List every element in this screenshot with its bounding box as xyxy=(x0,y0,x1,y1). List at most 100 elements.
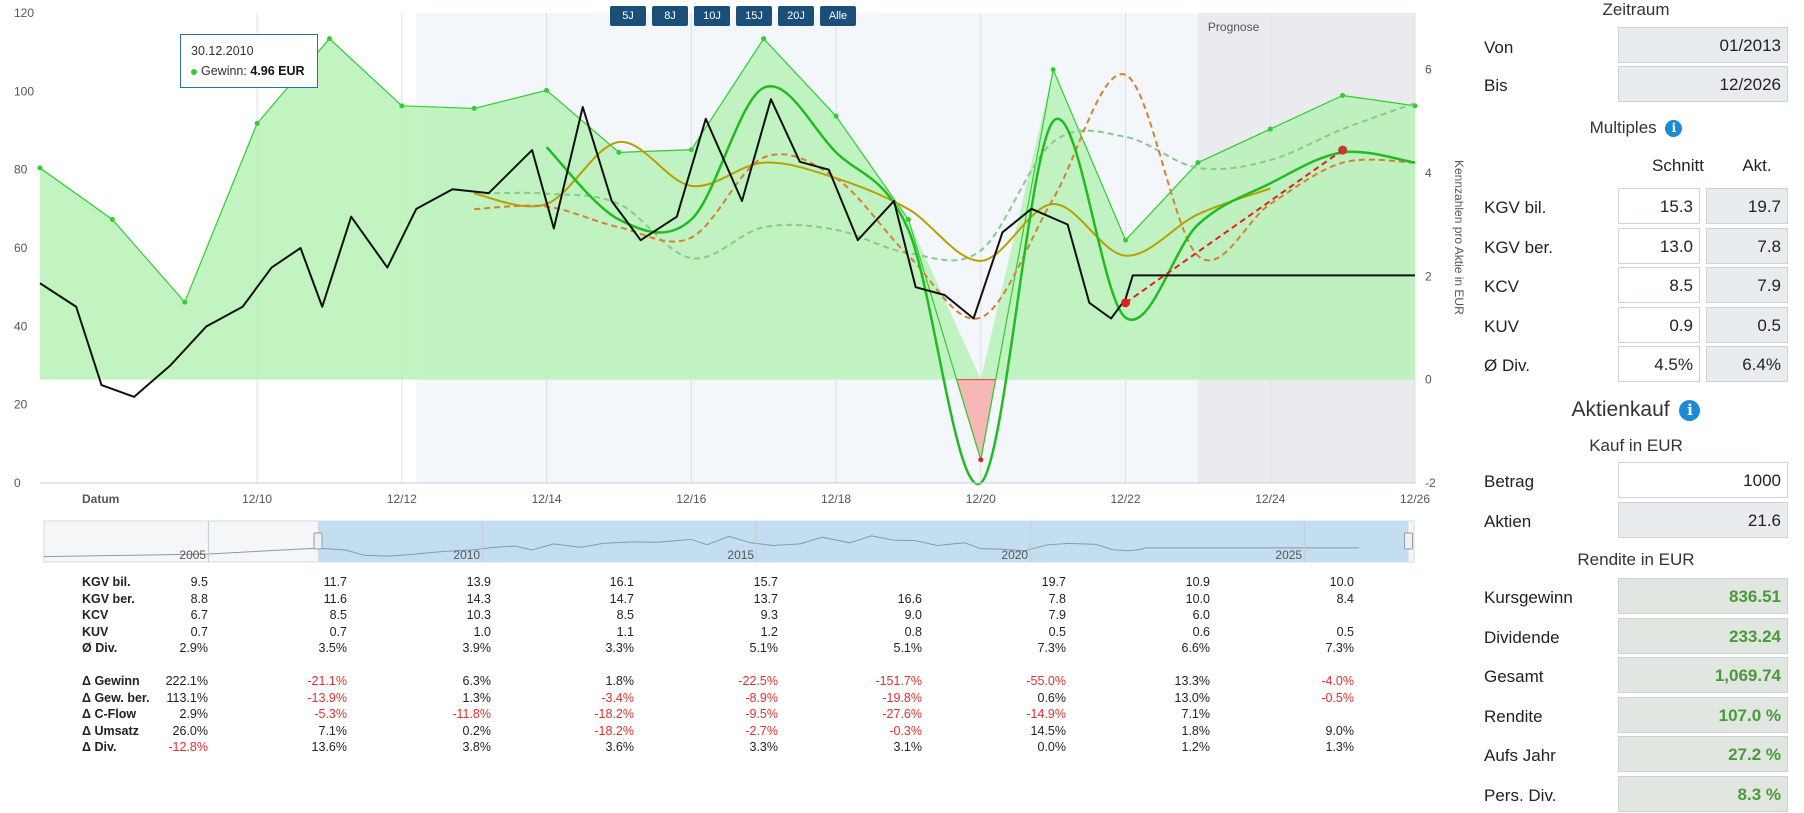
kpi-cell: 9.0 xyxy=(904,608,922,622)
gewinn-point xyxy=(833,113,839,119)
kpi-cell: 15.7 xyxy=(753,575,778,589)
kpi-cell: 6.6% xyxy=(1181,641,1211,655)
kpi-cell: 1.2% xyxy=(1181,740,1211,754)
kpi-row xyxy=(78,658,1438,675)
kpi-cell: 0.0% xyxy=(1037,740,1067,754)
y-left-tick-label: 20 xyxy=(14,398,28,412)
kpi-row: Ø Div. 2.9% 3.5% 3.9% 3.3% 5.1% 5.1% 7.3% 6.6% 7.… xyxy=(78,641,1438,658)
betrag-input[interactable]: 1000 xyxy=(1618,462,1788,498)
kpi-cell: 3.6% xyxy=(605,740,635,754)
kpi-cell: 1.8% xyxy=(1181,723,1211,738)
kpi-row-label: KCV xyxy=(82,608,109,622)
info-icon[interactable]: i xyxy=(1665,120,1683,138)
kpi-cell: 0.5 xyxy=(1048,624,1066,639)
kpi-cell: 9.3 xyxy=(760,608,778,622)
kpi-cell: -21.1% xyxy=(307,674,347,688)
kpi-cell: 3.8% xyxy=(462,740,492,754)
y-right-tick-label: 4 xyxy=(1425,166,1432,180)
multiples-avg-field[interactable]: 13.0 xyxy=(1618,227,1700,264)
kpi-cell: 0.8 xyxy=(904,624,922,639)
y-right-tick-label: -2 xyxy=(1425,476,1436,490)
multiples-avg-field[interactable]: 4.5% xyxy=(1618,346,1700,382)
gewinn-point xyxy=(978,457,984,463)
kpi-cell: -55.0% xyxy=(1026,674,1066,688)
gewinn-point xyxy=(254,120,260,126)
multiples-row-label: KUV xyxy=(1484,316,1519,336)
kpi-cell: 0.6 xyxy=(1192,624,1210,639)
y-left-tick-label: 40 xyxy=(14,319,28,333)
rendite-row-label: Dividende xyxy=(1484,627,1560,647)
gewinn-area xyxy=(40,38,1415,380)
kpi-cell: -5.3% xyxy=(314,707,347,721)
kpi-cell: 0.2% xyxy=(462,723,492,738)
umsatz-line xyxy=(474,102,1416,262)
kpi-cell: 6.7 xyxy=(190,608,208,622)
kpi-cell: 3.5% xyxy=(318,641,348,655)
info-icon[interactable]: i xyxy=(1679,399,1701,421)
kpi-cell: 13.9 xyxy=(466,575,491,589)
range-button-20j[interactable]: 20J xyxy=(778,6,814,26)
sidebar: Zeitraum Von 01/2013 Bis 12/2026 Multipl… xyxy=(1468,0,1804,812)
gewinn-point xyxy=(37,165,43,171)
rendite-value-field: 1,069.74 xyxy=(1618,657,1788,693)
chart-tooltip: 30.12.2010 Gewinn: 4.96 EUR xyxy=(180,34,318,88)
kpi-cell: 0.6% xyxy=(1037,690,1067,705)
kpi-cell: 8.8 xyxy=(190,591,208,606)
kpi-cell: 1.0 xyxy=(473,624,491,639)
kpi-cell: 10.0 xyxy=(1185,591,1210,606)
y-left-tick-label: 0 xyxy=(14,476,21,490)
range-button-15j[interactable]: 15J xyxy=(736,6,772,26)
rendite-title: Rendite in EUR xyxy=(1577,550,1695,569)
multiples-avg-field[interactable]: 0.9 xyxy=(1618,306,1700,343)
kpi-cell: -0.3% xyxy=(889,723,922,738)
multiples-col-cur: Akt. xyxy=(1742,156,1772,175)
kpi-cell: 10.9 xyxy=(1185,575,1210,589)
multiples-row-label: KGV ber. xyxy=(1484,237,1553,257)
von-label: Von xyxy=(1484,38,1514,57)
rendite-value-field: 836.51 xyxy=(1618,578,1788,614)
kpi-cell: 16.6 xyxy=(897,591,922,606)
kpi-cell: 1.8% xyxy=(605,674,635,688)
multiples-row-label: KCV xyxy=(1484,277,1519,296)
kpi-cell: -3.4% xyxy=(601,690,634,705)
kpi-cell: 0.7 xyxy=(190,624,208,639)
von-field[interactable]: 01/2013 xyxy=(1618,27,1788,63)
gewinn-point xyxy=(905,217,911,222)
multiples-avg-field[interactable]: 15.3 xyxy=(1618,188,1700,224)
y-right-tick-label: 2 xyxy=(1425,269,1432,283)
gewinn-point xyxy=(544,87,550,93)
kpi-cell: 2.9% xyxy=(179,641,209,655)
range-button-10j[interactable]: 10J xyxy=(694,6,730,26)
kpi-cell: 5.1% xyxy=(893,641,923,655)
range-button-alle[interactable]: Alle xyxy=(820,6,856,26)
kpi-cell: -151.7% xyxy=(875,674,922,688)
kpi-cell: 13.7 xyxy=(753,591,778,606)
rendite-value-field: 107.0 % xyxy=(1618,696,1788,733)
aktien-label: Aktien xyxy=(1484,512,1532,531)
navigator-handle-left xyxy=(313,532,323,550)
cashflow-line xyxy=(474,140,1271,262)
kpi-cell: 16.1 xyxy=(609,575,634,589)
kpi-cell: 1.3% xyxy=(1325,740,1355,754)
range-button-5j[interactable]: 5J xyxy=(610,6,646,26)
kpi-cell: 0.5 xyxy=(1336,624,1354,639)
x-tick-label: 12/10 xyxy=(242,492,272,506)
kpi-cell: -18.2% xyxy=(594,707,634,721)
kpi-cell: 1.1 xyxy=(616,624,634,639)
kpi-cell: -2.7% xyxy=(745,723,778,738)
rendite-row-label: Gesamt xyxy=(1484,667,1544,686)
multiples-cur-field: 7.9 xyxy=(1706,267,1788,303)
navigator-label: 2015 xyxy=(727,548,754,562)
tooltip-label: Gewinn: xyxy=(201,64,247,78)
y-left-tick-label: 120 xyxy=(14,6,34,20)
kauf-subtitle: Kauf in EUR xyxy=(1589,436,1683,455)
bis-label: Bis xyxy=(1484,76,1508,95)
multiples-avg-field[interactable]: 8.5 xyxy=(1618,267,1700,303)
gewinn-point xyxy=(1340,93,1346,98)
bis-field[interactable]: 12/2026 xyxy=(1618,66,1788,102)
range-button-8j[interactable]: 8J xyxy=(652,6,688,26)
gewinn-point xyxy=(1195,160,1201,166)
x-tick-label: 12/22 xyxy=(1111,492,1141,506)
x-axis-label: Datum xyxy=(82,492,119,506)
kpi-cell: 3.9% xyxy=(462,641,492,655)
